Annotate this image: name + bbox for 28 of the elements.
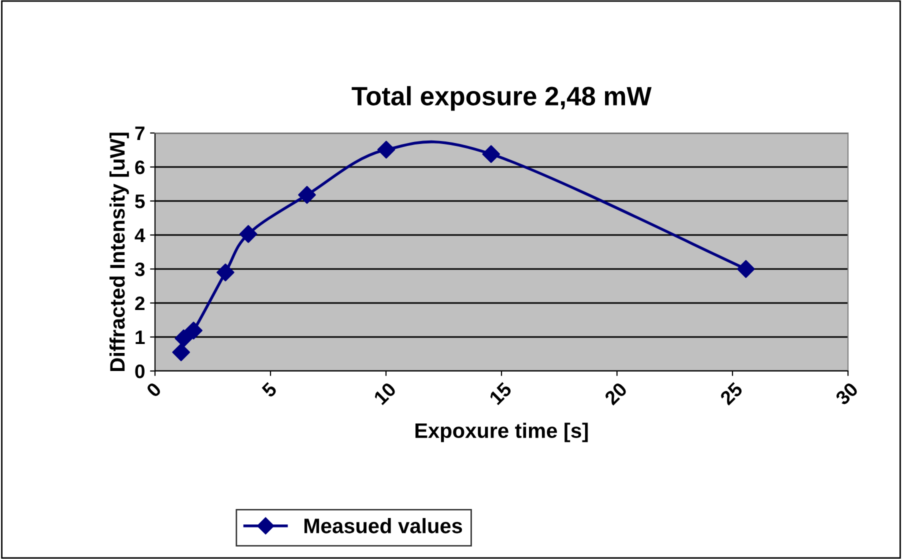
point bbox=[184, 322, 202, 340]
x-tick-label: 15 bbox=[488, 382, 512, 406]
y-tick-label: 3 bbox=[134, 262, 145, 276]
y-tick-label: 4 bbox=[134, 228, 146, 242]
x-tick-label: 5 bbox=[261, 382, 278, 398]
y-tick-label: 1 bbox=[136, 330, 145, 344]
y-tick-label: 0 bbox=[135, 364, 144, 378]
point bbox=[172, 343, 190, 362]
point bbox=[216, 263, 234, 282]
y-tick-label: 5 bbox=[135, 194, 145, 208]
point bbox=[377, 140, 396, 159]
x-tick-label: 10 bbox=[373, 382, 397, 406]
point bbox=[736, 260, 755, 278]
y-tick-label: 6 bbox=[135, 160, 145, 174]
x-tick-label: 25 bbox=[719, 381, 744, 406]
point bbox=[482, 145, 500, 163]
x-tick-label: 0 bbox=[146, 382, 162, 398]
legend-label: Measued values bbox=[304, 518, 462, 534]
point bbox=[239, 225, 258, 243]
point bbox=[174, 329, 193, 348]
y-tick-label: 2 bbox=[135, 296, 144, 310]
y-tick-label: 7 bbox=[135, 126, 144, 140]
x-tick-label: 20 bbox=[604, 382, 628, 406]
x-axis-title: Expoxure time [s] bbox=[415, 422, 588, 442]
y-axis-title: Diffracted Intensity [uW] bbox=[109, 132, 129, 371]
point bbox=[298, 186, 316, 204]
x-tick-label: 30 bbox=[834, 382, 859, 406]
chart-title: Total exposure 2,48 mW bbox=[352, 86, 652, 111]
